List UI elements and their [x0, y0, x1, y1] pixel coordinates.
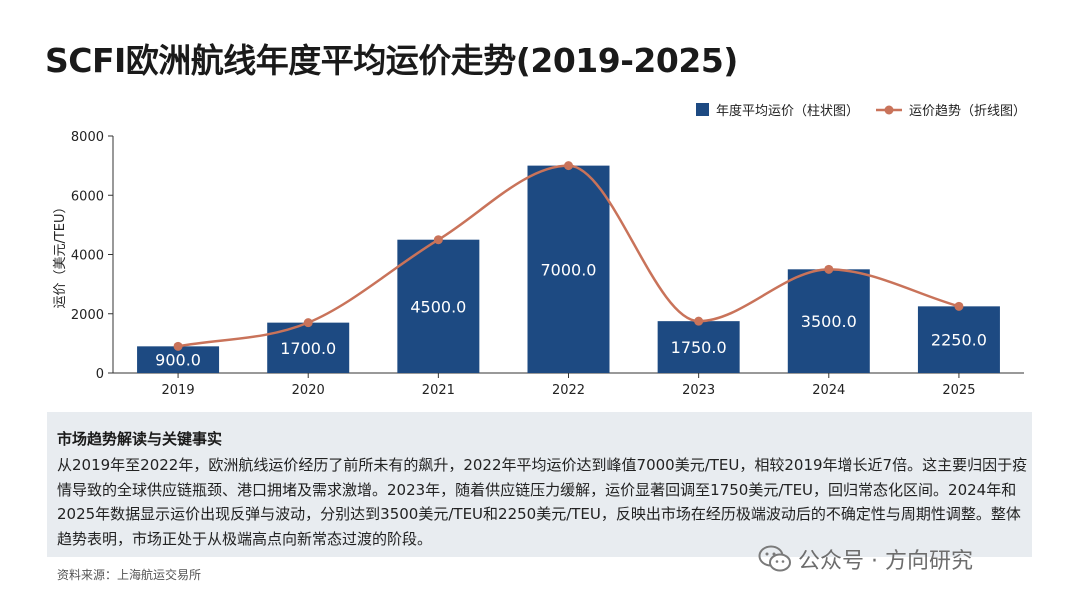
trend-point-2019 — [173, 341, 183, 351]
bar-2025 — [917, 306, 1000, 373]
y-tick-label: 2000 — [71, 308, 104, 323]
trend-point-2025 — [954, 301, 964, 311]
bar-2022 — [527, 165, 610, 373]
x-tick-label: 2024 — [812, 383, 845, 398]
legend-line-label: 运价趋势（折线图） — [909, 103, 1026, 119]
x-tick-label: 2023 — [682, 383, 715, 398]
bar-data-label: 2250.0 — [931, 331, 987, 350]
x-tick-label: 2021 — [422, 383, 455, 398]
bar-data-label: 1750.0 — [671, 338, 727, 357]
insight-panel: 市场趋势解读与关键事实 从2019年至2022年，欧洲航线运价经历了前所未有的飙… — [47, 412, 1032, 557]
trend-point-2021 — [433, 235, 443, 245]
legend-bar-label: 年度平均运价（柱状图） — [716, 103, 859, 119]
watermark: 公众号 · 方向研究 — [758, 543, 973, 575]
wechat-icon — [758, 545, 791, 572]
trend-point-2024 — [824, 264, 834, 274]
y-tick-label: 8000 — [71, 130, 104, 145]
panel-title: 市场趋势解读与关键事实 — [57, 430, 223, 448]
bar-data-label: 1700.0 — [280, 339, 336, 358]
chart: 0 2000 4000 6000 8000 运价（美元/TEU） 900.0 2019 1700… — [53, 103, 1026, 398]
bar-data-label: 900.0 — [155, 351, 201, 370]
source-note: 资料来源：上海航运交易所 — [57, 568, 202, 582]
x-tick-label: 2025 — [942, 383, 975, 398]
bar-2023 — [657, 321, 740, 373]
trend-point-2023 — [694, 316, 704, 326]
watermark-text: 公众号 · 方向研究 — [798, 549, 973, 574]
legend-bar-swatch — [696, 103, 709, 116]
y-axis-label: 运价（美元/TEU） — [53, 200, 68, 308]
bar-data-label: 7000.0 — [541, 260, 597, 279]
bar-2021 — [397, 239, 480, 373]
x-tick-label: 2020 — [292, 383, 325, 398]
trend-point-2020 — [303, 318, 313, 328]
x-tick-label: 2019 — [162, 383, 195, 398]
y-tick-label: 4000 — [71, 249, 104, 264]
y-tick-label: 6000 — [71, 189, 104, 204]
page-title: SCFI欧洲航线年度平均运价走势(2019-2025) — [45, 41, 738, 80]
legend-line-marker — [884, 105, 894, 115]
bar-2024 — [787, 269, 870, 373]
x-tick-label: 2022 — [552, 383, 585, 398]
panel-body: 从2019年至2022年，欧洲航线运价经历了前所未有的飙升，2022年平均运价达… — [57, 456, 1028, 548]
bar-data-label: 4500.0 — [410, 297, 466, 316]
y-tick-label: 0 — [96, 367, 104, 382]
trend-point-2022 — [564, 161, 573, 171]
bar-data-label: 3500.0 — [801, 312, 857, 331]
